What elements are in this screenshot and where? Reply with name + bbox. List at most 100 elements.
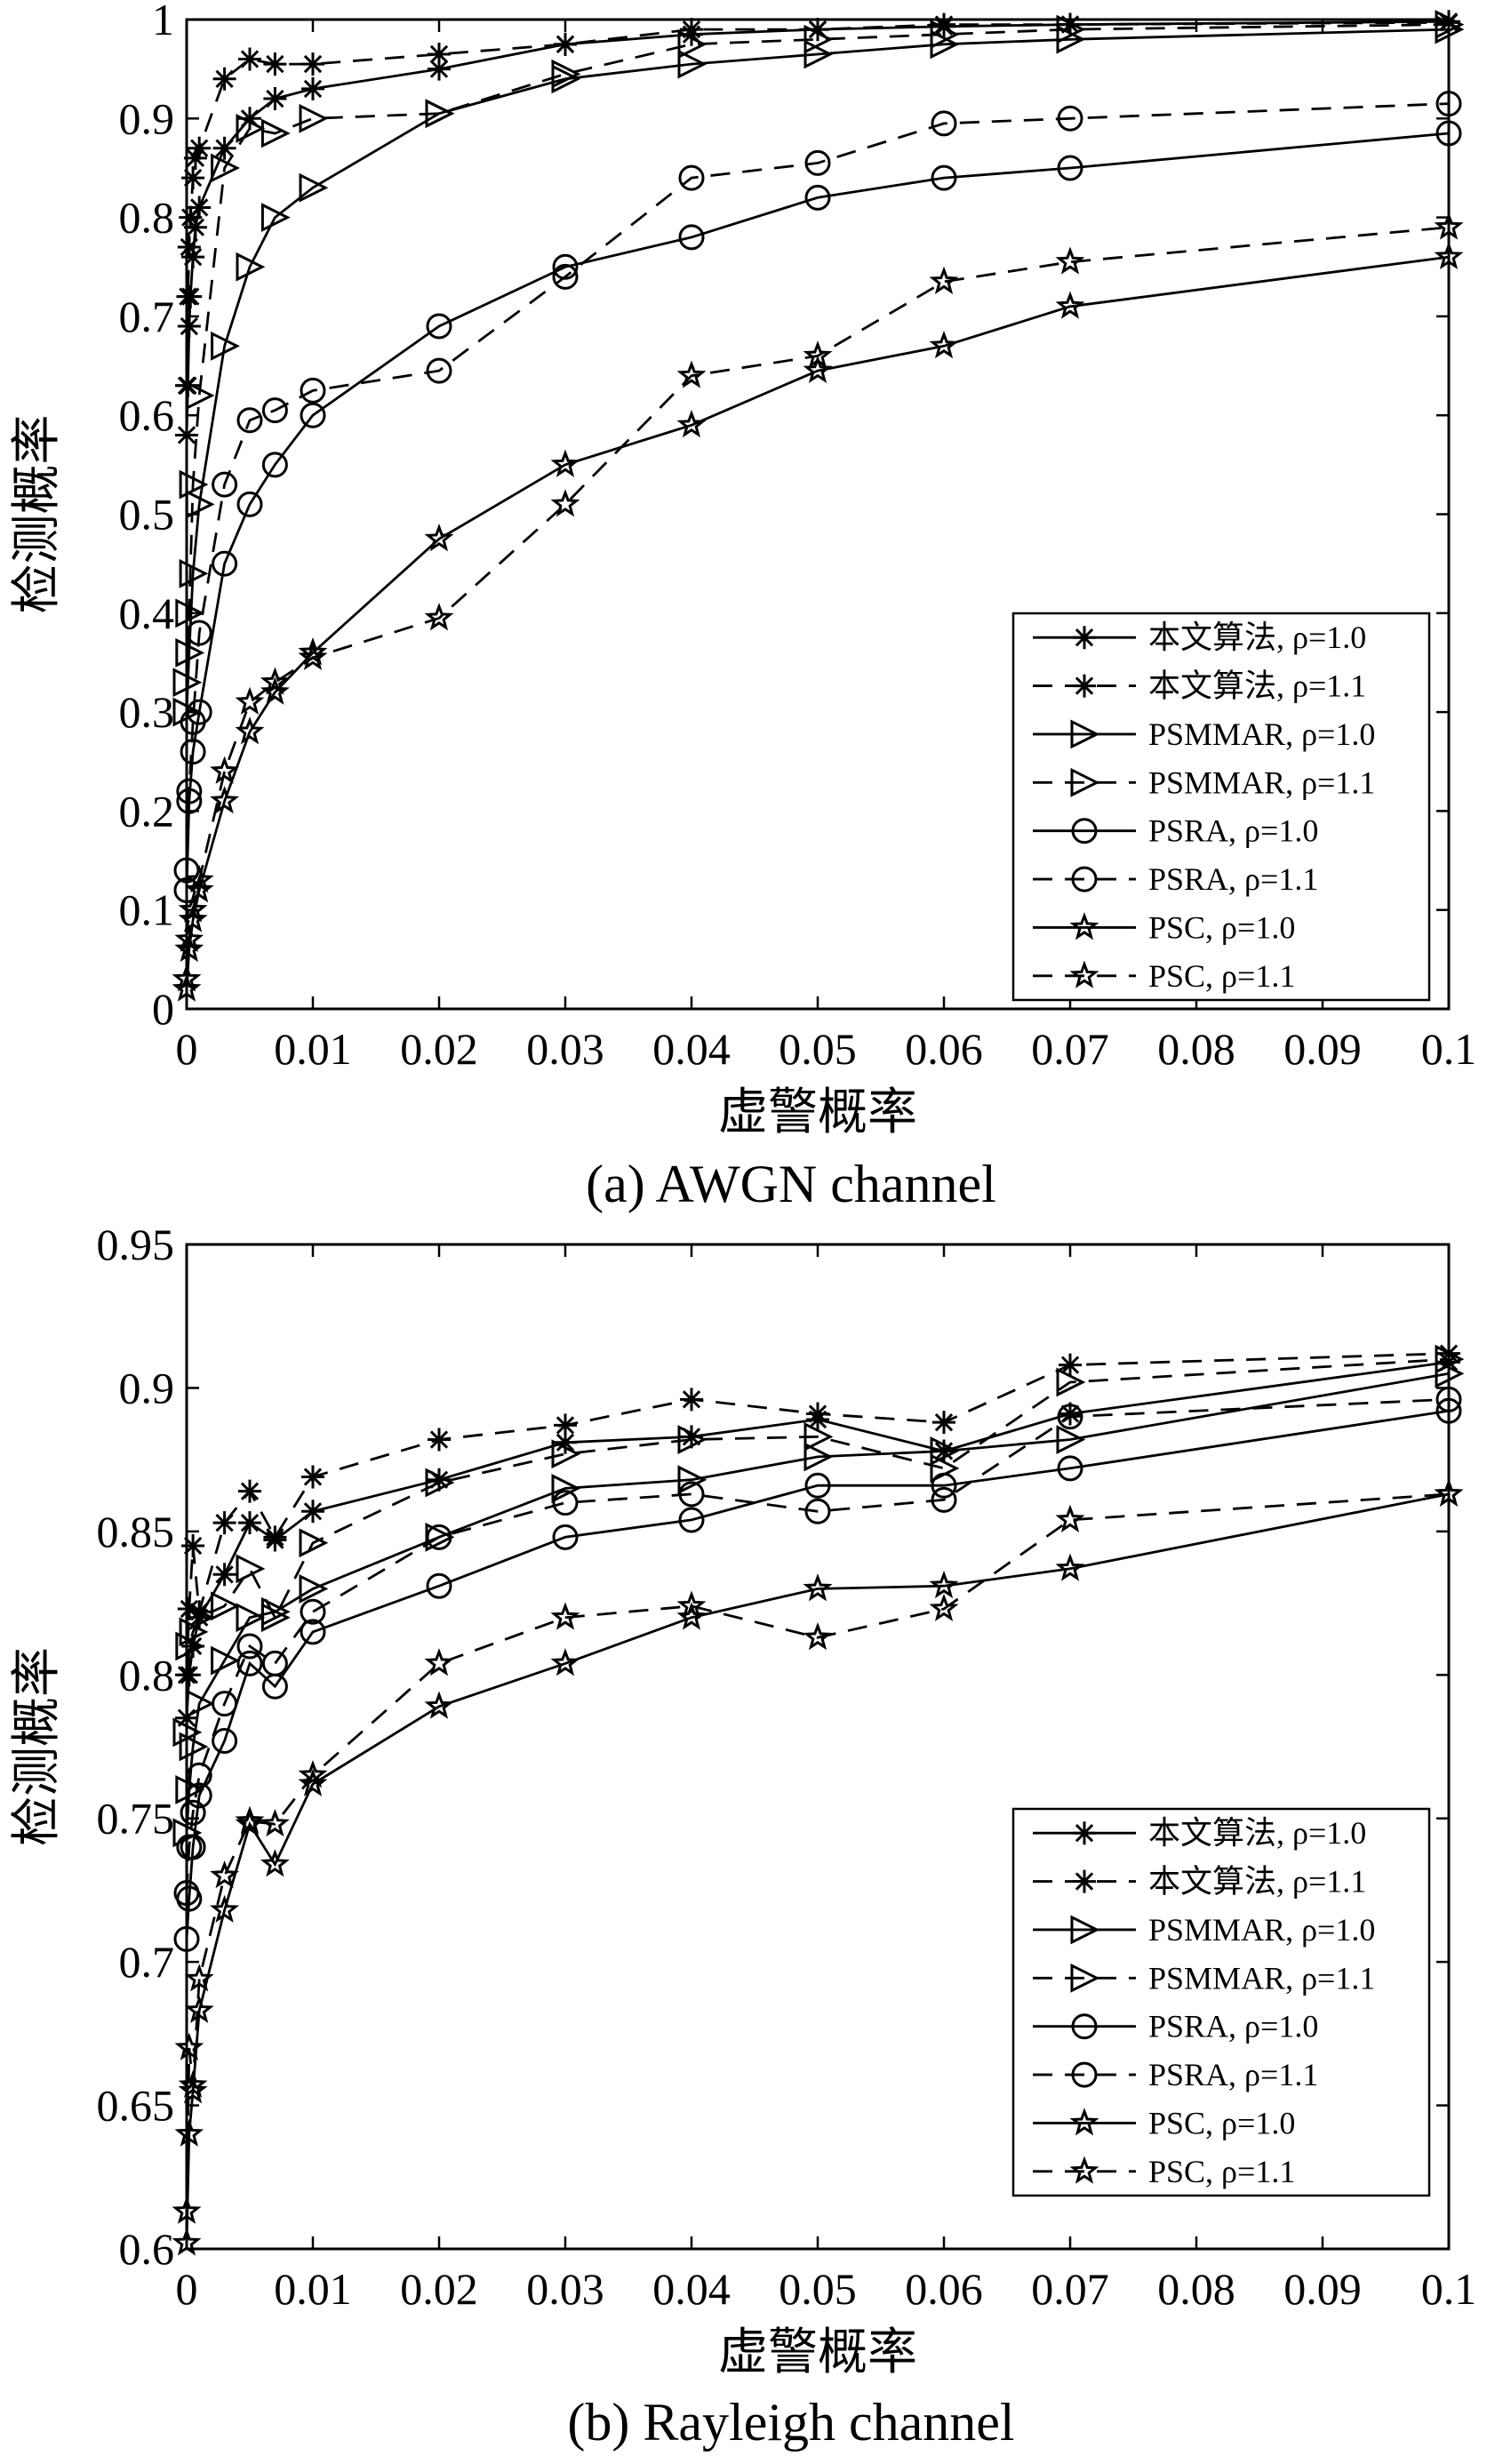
data-point <box>238 1511 261 1535</box>
series-3 <box>172 10 1465 698</box>
data-point <box>1434 1478 1464 1507</box>
data-point <box>804 149 831 176</box>
legend-box <box>1011 1807 1431 2197</box>
data-point <box>428 1428 451 1452</box>
data-point <box>174 2032 204 2060</box>
legend-label: PSMMAR, ρ=1.0 <box>1148 1912 1375 1948</box>
data-point <box>931 1486 957 1513</box>
data-point <box>212 1691 238 1717</box>
data-point <box>263 1525 287 1549</box>
legend-label: 本文算法, ρ=1.0 <box>1148 620 1366 655</box>
data-point <box>186 1762 212 1788</box>
data-point <box>929 1593 959 1621</box>
data-point <box>178 894 208 923</box>
data-point <box>552 1490 579 1516</box>
data-point <box>184 1995 214 2023</box>
data-point <box>1435 1386 1462 1412</box>
legend-marker <box>1071 866 1098 892</box>
data-point <box>260 1849 290 1877</box>
data-point <box>238 1479 261 1503</box>
x-tick-label: 0 <box>176 2264 198 2314</box>
x-axis-label: 虚警概率 <box>718 1085 917 1140</box>
data-point <box>678 164 705 191</box>
series-2 <box>172 1358 1465 1848</box>
legend-label: PSRA, ρ=1.1 <box>1148 2057 1318 2092</box>
data-point <box>175 1663 198 1687</box>
data-point <box>931 1472 957 1499</box>
panel-b-rayleigh: 0 0.01 0.02 0.03 0.04 0.05 0.06 0.07 0.08 0.09 0.1… <box>10 1220 1476 2452</box>
y-axis-label: 检测概率 <box>10 1647 65 1846</box>
data-point <box>428 42 451 66</box>
y-tick-label: 0.4 <box>119 588 175 638</box>
data-point <box>180 1799 206 1826</box>
panel-a-awgn: 0 0.01 0.02 0.03 0.04 0.05 0.06 0.07 0.08 0.09 0.1… <box>10 0 1476 1213</box>
data-point <box>260 203 291 233</box>
data-point <box>426 313 452 340</box>
data-point <box>179 1732 209 1762</box>
data-point <box>1055 1504 1085 1532</box>
data-point <box>181 1635 205 1658</box>
data-point <box>180 708 206 735</box>
data-point <box>212 1563 236 1587</box>
data-point <box>174 2118 204 2147</box>
data-point <box>185 1603 215 1633</box>
y-tick-label: 0.9 <box>119 93 175 143</box>
data-point <box>175 423 198 447</box>
legend-label: PSC, ρ=1.1 <box>1148 2154 1295 2189</box>
x-tick-label: 0.05 <box>779 2264 857 2314</box>
y-tick-label: 0.9 <box>119 1363 175 1412</box>
data-point <box>426 357 452 384</box>
data-point <box>236 114 266 143</box>
y-tick-label: 0.6 <box>119 390 175 440</box>
legend-marker <box>1071 2013 1098 2040</box>
data-point <box>1056 14 1086 44</box>
data-point <box>551 59 581 89</box>
data-point <box>183 215 207 239</box>
legend-label: PSRA, ρ=1.0 <box>1148 2009 1318 2044</box>
series-3 <box>172 1344 1465 1748</box>
data-point <box>212 471 238 498</box>
legend-label: 本文算法, ρ=1.1 <box>1148 1864 1366 1900</box>
data-point <box>172 1717 203 1748</box>
series-line <box>185 28 1450 713</box>
data-point <box>300 377 326 404</box>
data-point <box>424 1691 454 1719</box>
legend-marker <box>1071 818 1098 844</box>
data-point <box>179 558 209 588</box>
data-point <box>806 18 829 42</box>
x-tick-label: 0.08 <box>1157 2264 1235 2314</box>
data-point <box>676 360 707 388</box>
panel-caption: (b) Rayleigh channel <box>567 2393 1014 2452</box>
data-point <box>680 1425 703 1449</box>
legend-marker <box>1069 2156 1099 2184</box>
data-point <box>186 1782 212 1809</box>
x-tick-label: 0.1 <box>1421 2264 1477 2314</box>
series-line <box>185 23 1450 683</box>
data-point <box>551 1474 581 1503</box>
legend-marker <box>1073 1869 1096 1893</box>
data-point <box>212 136 236 160</box>
data-point <box>210 786 240 814</box>
data-point <box>236 252 266 282</box>
legend-box <box>1011 612 1431 1002</box>
legend-marker <box>1073 1821 1096 1845</box>
data-point <box>260 118 291 148</box>
data-point <box>177 315 201 339</box>
data-point <box>425 99 455 129</box>
data-point <box>260 1808 290 1837</box>
data-point <box>929 1570 959 1599</box>
data-point <box>929 331 959 359</box>
data-point <box>172 2196 202 2224</box>
x-tick-label: 0 <box>176 1024 198 1074</box>
data-point <box>260 667 290 695</box>
y-tick-label: 0.6 <box>119 2224 175 2274</box>
legend-label: PSC, ρ=1.0 <box>1148 909 1295 945</box>
data-point <box>173 1880 200 1907</box>
legend-marker <box>1070 1915 1100 1945</box>
x-tick-label: 0.03 <box>526 2264 604 2314</box>
data-point <box>176 284 200 308</box>
data-point <box>676 1590 707 1619</box>
y-tick-label: 0 <box>152 984 174 1034</box>
legend: 本文算法, ρ=1.0 本文算法, ρ=1.1 PSMMAR, ρ=1.0 PSMMA… <box>1011 612 1431 1002</box>
